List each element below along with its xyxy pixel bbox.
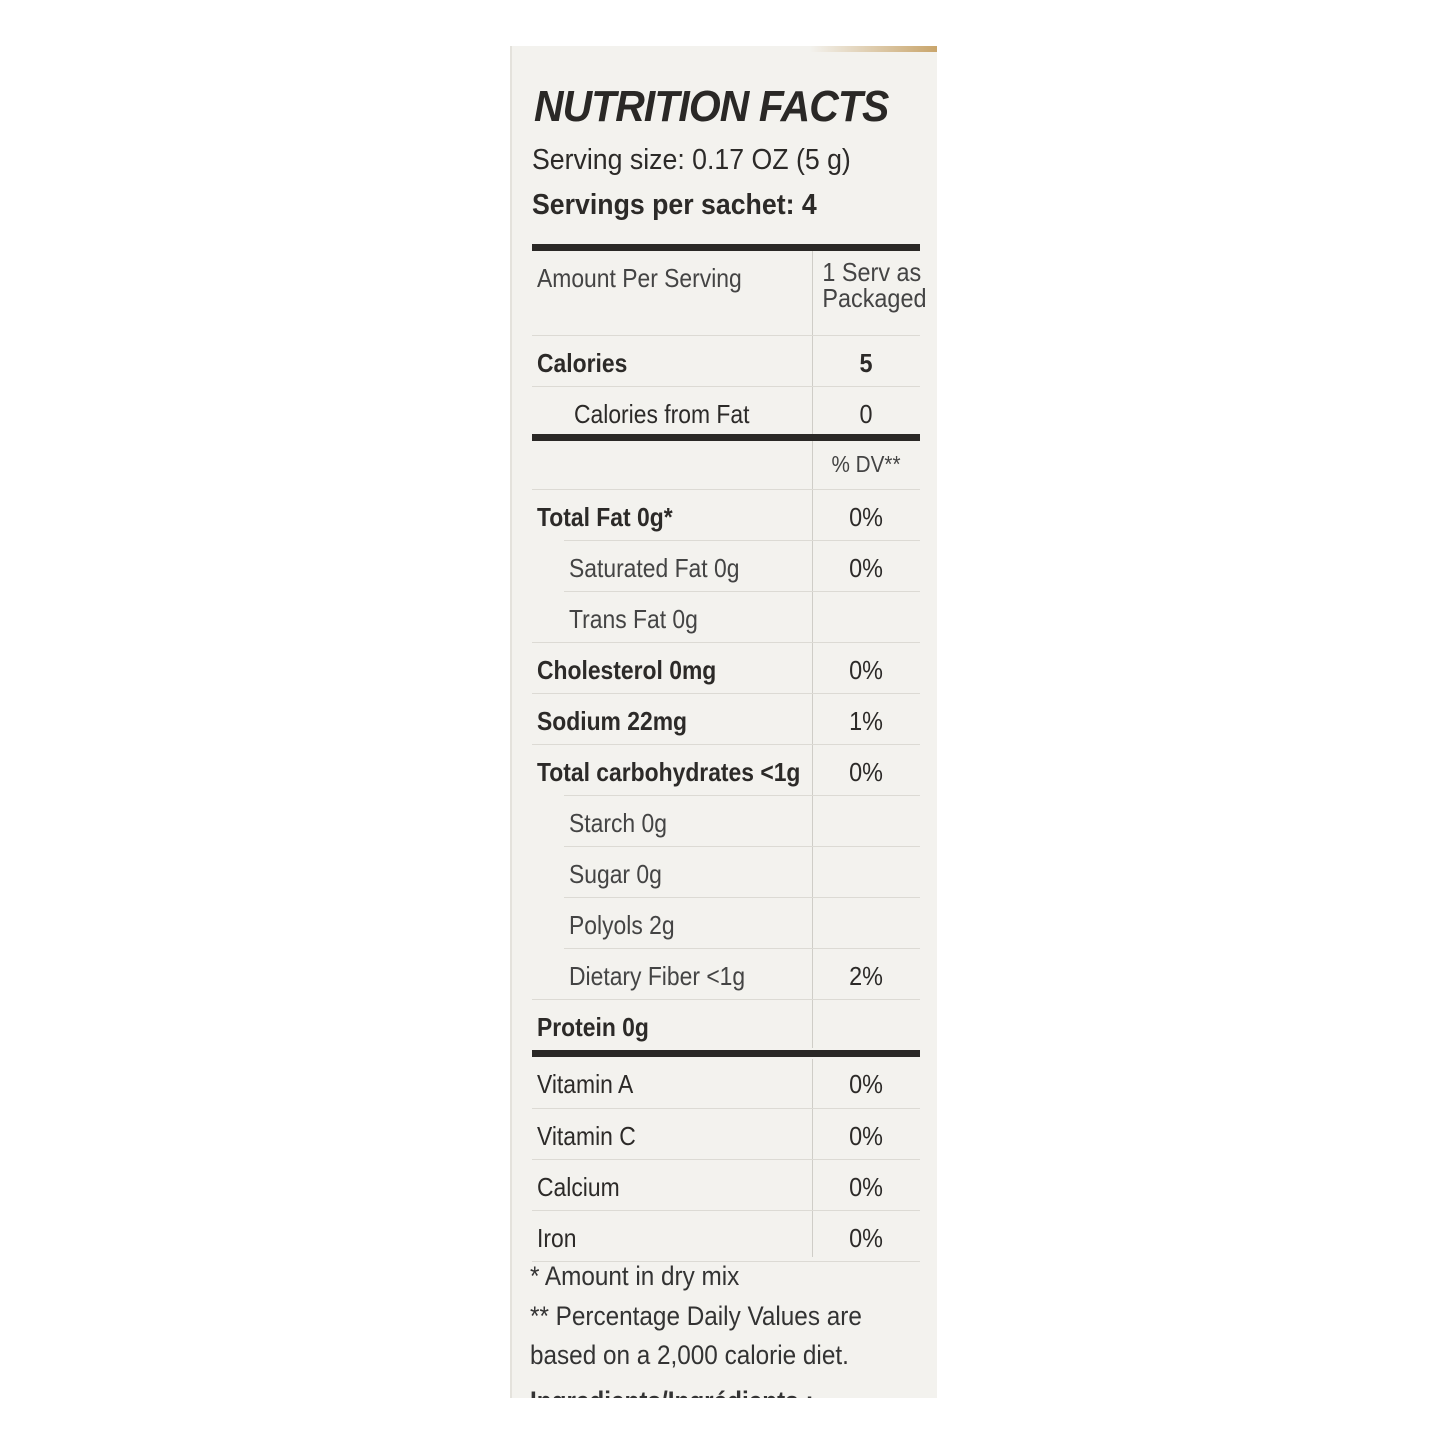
vitamin-dv: 0% <box>849 1121 883 1151</box>
calories-value: 5 <box>859 348 873 378</box>
dv-header-row: % DV** <box>532 441 920 489</box>
vitamin-label: Calcium <box>537 1172 620 1202</box>
nutrient-label: Sugar 0g <box>569 859 662 889</box>
row-rule <box>532 1261 920 1263</box>
nutrient-label: Saturated Fat 0g <box>569 553 740 583</box>
box-edge <box>512 46 937 52</box>
dv-header: % DV** <box>831 451 901 477</box>
nutrient-dv: 0% <box>849 655 883 685</box>
vitamin-dv: 0% <box>849 1223 883 1253</box>
nutrient-row: Total carbohydrates <1g 0% <box>532 744 920 796</box>
nutrient-label: Starch 0g <box>569 808 667 838</box>
footnote-dv: ** Percentage Daily Values are <box>530 1301 862 1331</box>
nutrient-label: Protein 0g <box>537 1012 649 1042</box>
nutrient-label: Sodium 22mg <box>537 706 688 736</box>
vitamin-row: Vitamin A 0% <box>532 1057 920 1108</box>
calories-row: Calories 5 <box>532 335 920 387</box>
footnote-dry-mix: * Amount in dry mix <box>530 1261 740 1291</box>
servings-per-sachet: Servings per sachet: 4 <box>532 189 817 221</box>
vitamin-dv: 0% <box>849 1069 883 1099</box>
serving-size: Serving size: 0.17 OZ (5 g) <box>532 144 851 176</box>
thick-rule <box>532 1050 920 1057</box>
nutrient-dv: 1% <box>849 706 883 736</box>
nutrient-row: Total Fat 0g* 0% <box>532 489 920 541</box>
nutrient-dv: 2% <box>849 961 883 991</box>
column-divider <box>812 251 813 434</box>
header-row: Amount Per Serving 1 Serv as Packaged <box>532 251 926 335</box>
nutrition-label: NUTRITION FACTS Serving size: 0.17 OZ (5… <box>510 46 937 1398</box>
calories-label: Calories <box>537 348 628 378</box>
nutrient-label: Total Fat 0g* <box>537 502 673 532</box>
calories-fat-value: 0 <box>859 399 873 429</box>
nutrient-label: Dietary Fiber <1g <box>569 961 746 991</box>
nutrient-dv: 0% <box>849 502 883 532</box>
column-divider <box>812 1059 813 1257</box>
vitamin-row: Calcium 0% <box>532 1159 920 1211</box>
amount-per-serving: Amount Per Serving <box>537 263 742 293</box>
nutrient-row: Sodium 22mg 1% <box>532 693 920 745</box>
nutrient-row: Dietary Fiber <1g 2% <box>564 948 920 1000</box>
nutrient-label: Total carbohydrates <1g <box>537 757 801 787</box>
vitamin-label: Iron <box>537 1223 577 1253</box>
serving-basis-2: Packaged <box>822 283 927 313</box>
footnote-dv-2: based on a 2,000 calorie diet. <box>530 1340 849 1370</box>
nutrient-label: Cholesterol 0mg <box>537 655 717 685</box>
vitamin-row: Vitamin C 0% <box>532 1108 920 1160</box>
nutrient-dv: 0% <box>849 757 883 787</box>
nutrient-row: Saturated Fat 0g 0% <box>564 540 920 592</box>
calories-fat-row: Calories from Fat 0 <box>532 386 920 435</box>
vitamin-dv: 0% <box>849 1172 883 1202</box>
label-title: NUTRITION FACTS <box>534 82 889 131</box>
nutrient-label: Polyols 2g <box>569 910 675 940</box>
nutrient-row: Protein 0g <box>532 999 920 1051</box>
nutrient-row: Polyols 2g <box>564 897 920 949</box>
vitamin-label: Vitamin A <box>537 1069 634 1099</box>
serving-basis-1: 1 Serv as <box>822 257 922 287</box>
thick-rule <box>532 434 920 441</box>
nutrient-row: Cholesterol 0mg 0% <box>532 642 920 694</box>
calories-fat-label: Calories from Fat <box>574 399 750 429</box>
vitamin-row: Iron 0% <box>532 1210 920 1262</box>
serving-basis: 1 Serv as Packaged <box>822 257 926 311</box>
nutrient-row: Starch 0g <box>564 795 920 847</box>
thick-rule <box>532 244 920 251</box>
ingredients-heading: Ingredients/Ingrédients : <box>530 1386 814 1398</box>
nutrient-dv: 0% <box>849 553 883 583</box>
nutrient-row: Trans Fat 0g <box>564 591 920 643</box>
nutrient-row: Sugar 0g <box>564 846 920 898</box>
nutrient-label: Trans Fat 0g <box>569 604 698 634</box>
vitamin-label: Vitamin C <box>537 1121 636 1151</box>
